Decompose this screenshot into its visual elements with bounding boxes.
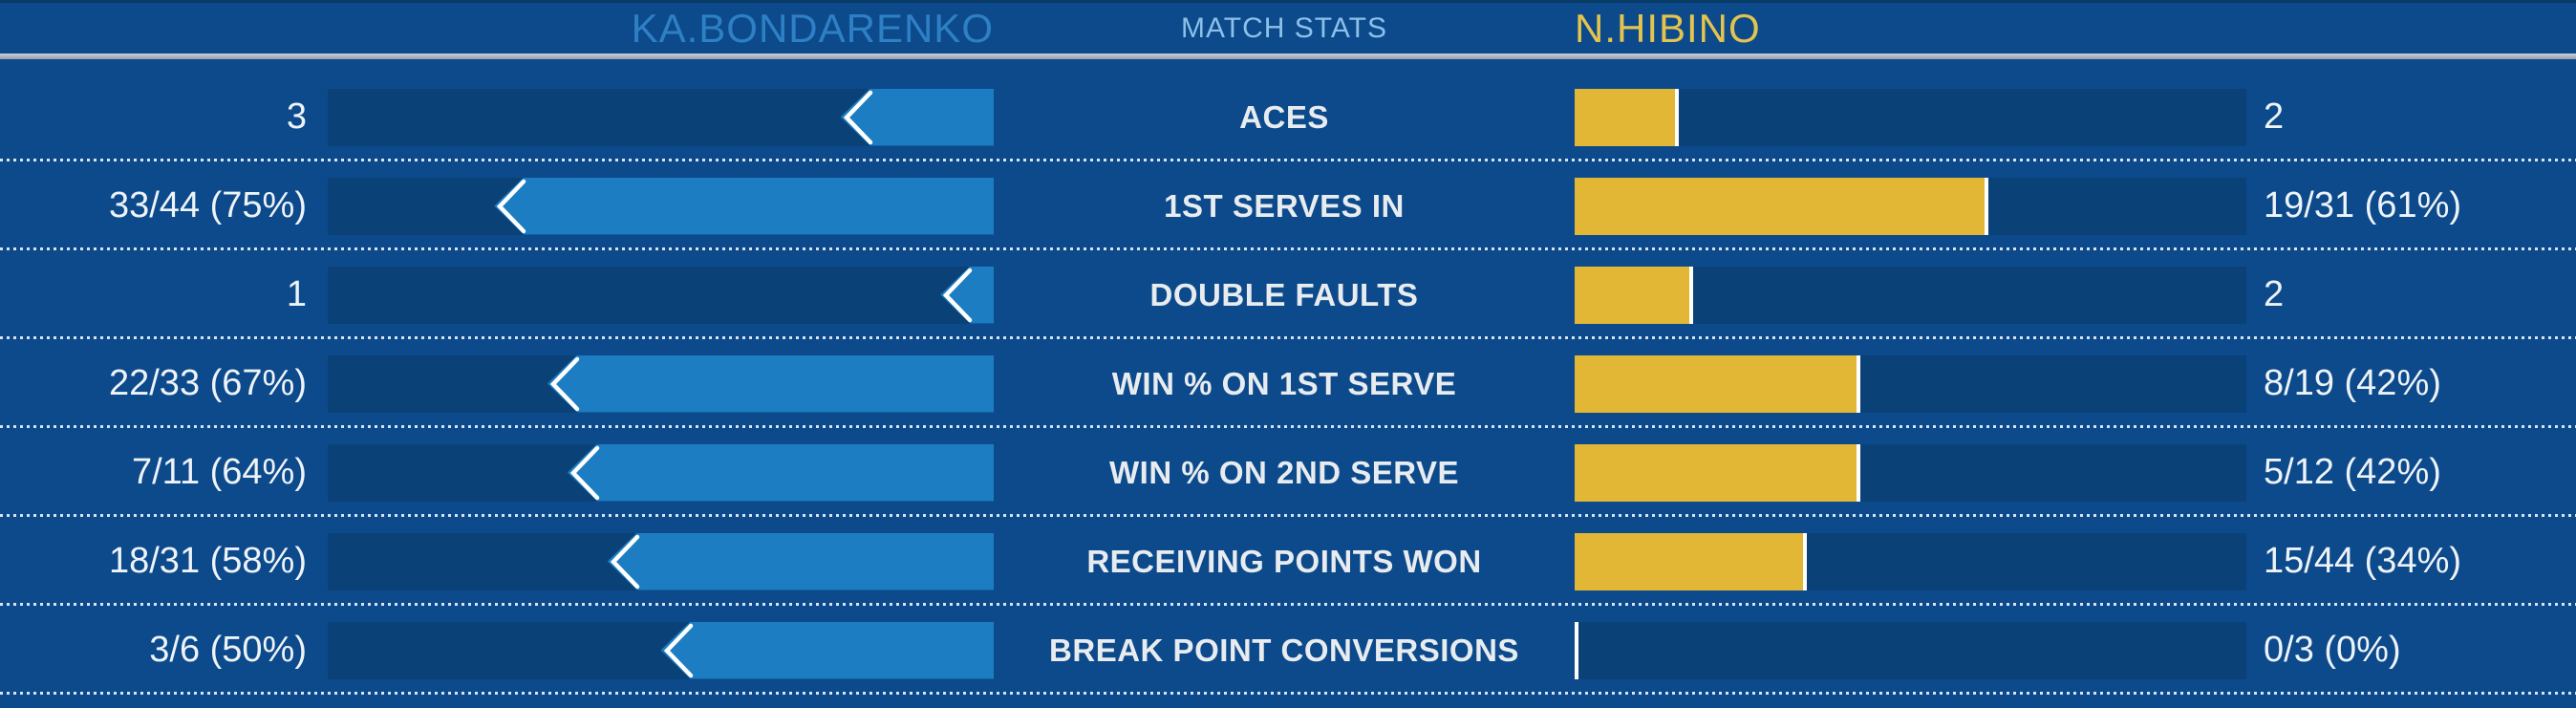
stat-row-win-pct-2nd-serve: 7/11 (64%) WIN % ON 2ND SERVE 5/12 (42%) [0,428,2576,517]
header: KA.BONDARENKO MATCH STATS N.HIBINO [0,3,2576,54]
bar-track-right [1575,266,2246,324]
stat-label: DOUBLE FAULTS [1149,276,1419,312]
stat-value-right: 5/12 (42%) [2264,452,2441,492]
stat-label: WIN % ON 1ST SERVE [1111,365,1457,401]
stat-value-left: 3 [286,97,307,137]
stat-value-right: 2 [2264,97,2285,137]
bar-right [1575,266,1693,324]
bar-left [494,177,994,235]
stat-row-aces: 3 ACES 2 [0,73,2576,161]
stat-value-right: 19/31 (61%) [2264,185,2462,225]
bar-track-right [1575,354,2246,413]
bar-track-left [328,621,994,679]
chevron-left-icon [843,90,872,144]
bar-left [660,621,994,679]
header-divider [0,54,2576,59]
stat-value-right: 8/19 (42%) [2264,363,2441,403]
bar-track-left [328,88,994,146]
bar-right [1575,177,1988,235]
stat-value-left: 1 [286,274,307,314]
bar-track-left [328,354,994,413]
stat-label: BREAK POINT CONVERSIONS [1049,632,1519,668]
chevron-left-icon [663,623,693,677]
stat-value-left: 7/11 (64%) [131,452,307,492]
bar-track-right [1575,532,2246,590]
chevron-left-icon [943,268,973,322]
chevron-left-icon [610,534,639,589]
stat-value-right: 15/44 (34%) [2264,541,2462,581]
bar-right [1575,443,1861,502]
stat-value-right: 2 [2264,274,2285,314]
bar-track-left [328,532,994,590]
stat-label: 1ST SERVES IN [1164,187,1405,224]
player-right-name: N.HIBINO [1575,5,1761,51]
stat-value-left: 22/33 (67%) [108,363,307,403]
stat-label: ACES [1239,98,1329,135]
bar-right [1575,354,1861,413]
stat-value-left: 33/44 (75%) [108,185,307,225]
stat-rows: 3 ACES 2 33/44 (75%) 1ST SERVES IN [0,59,2576,695]
stat-row-win-pct-1st-serve: 22/33 (67%) WIN % ON 1ST SERVE 8/19 (42%… [0,339,2576,428]
stat-label: RECEIVING POINTS WON [1086,543,1482,579]
stat-row-double-faults: 1 DOUBLE FAULTS 2 [0,250,2576,339]
stat-value-right: 0/3 (0%) [2264,630,2401,670]
match-stats-title: MATCH STATS [1181,11,1387,44]
bar-right [1575,621,1578,679]
stat-row-receiving-points-won: 18/31 (58%) RECEIVING POINTS WON 15/44 (… [0,517,2576,606]
chevron-left-icon [549,356,580,411]
bar-left [607,532,994,590]
chevron-left-icon [497,179,526,233]
stat-label: WIN % ON 2ND SERVE [1109,454,1459,490]
player-left-name: KA.BONDARENKO [631,5,994,51]
stat-row-1st-serves-in: 33/44 (75%) 1ST SERVES IN 19/31 (61%) [0,161,2576,250]
bar-left [940,266,994,324]
bar-left [840,88,994,146]
chevron-left-icon [569,445,600,500]
bar-right [1575,88,1680,146]
bar-track-left [328,266,994,324]
bar-track-right [1575,443,2246,502]
bar-track-right [1575,621,2246,679]
stat-row-break-point-conversions: 3/6 (50%) BREAK POINT CONVERSIONS 0/3 (0… [0,606,2576,695]
bar-left [567,443,994,502]
bar-track-right [1575,177,2246,235]
stat-value-left: 18/31 (58%) [108,541,307,581]
bar-left [547,354,994,413]
stat-value-left: 3/6 (50%) [149,630,307,670]
bar-right [1575,532,1808,590]
bar-track-left [328,177,994,235]
bar-track-left [328,443,994,502]
bar-track-right [1575,88,2246,146]
